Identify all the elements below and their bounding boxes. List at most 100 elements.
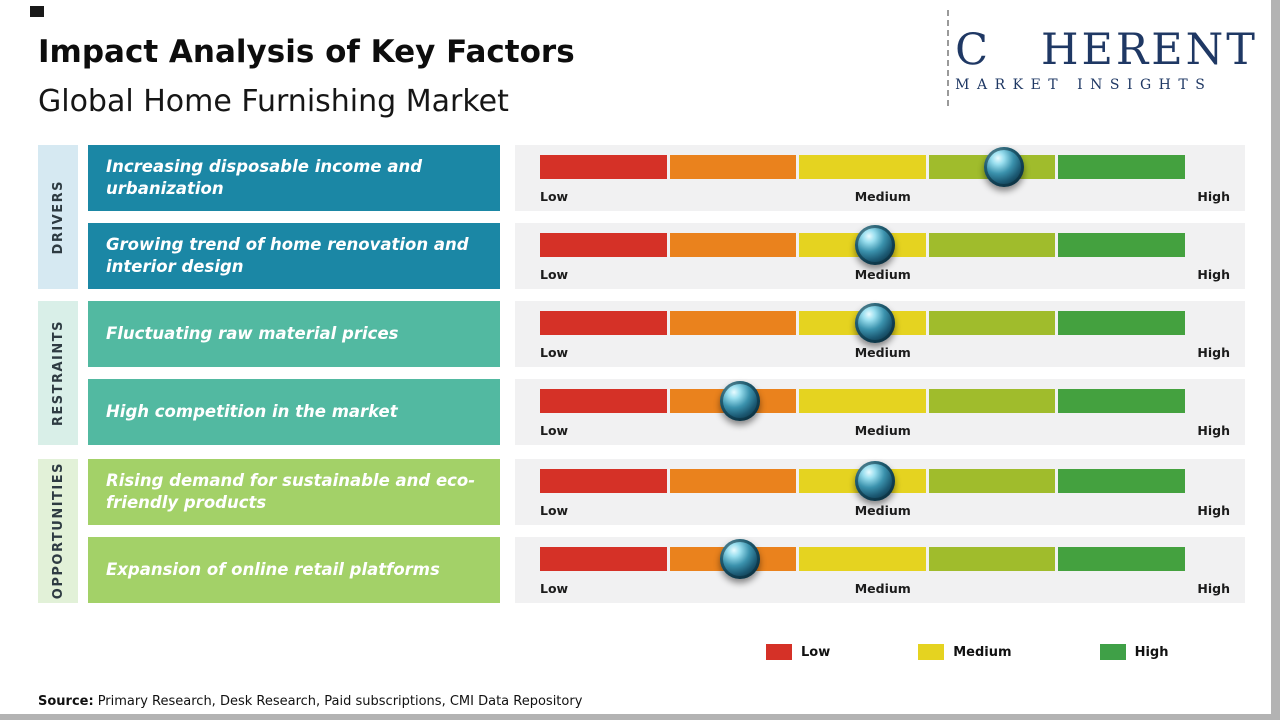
scale-label-low: Low xyxy=(540,423,569,438)
scale-label-high: High xyxy=(1197,189,1230,204)
scale-segment xyxy=(540,233,667,257)
scale-segment xyxy=(928,233,1056,257)
source-line: Source: Primary Research, Desk Research, … xyxy=(38,694,582,709)
legend-swatch xyxy=(918,644,945,660)
scale-segment xyxy=(799,155,926,179)
factor-label: Growing trend of home renovation and int… xyxy=(106,234,469,276)
source-prefix: Source: xyxy=(38,694,94,709)
factor-label: Expansion of online retail platforms xyxy=(106,559,440,579)
group-tab-opportunities: OPPORTUNITIES xyxy=(38,459,78,603)
scale-labels: Low Medium High xyxy=(540,423,1230,438)
scale-labels: Low Medium High xyxy=(540,581,1230,596)
logo-name-suffix: HERENT xyxy=(1041,24,1258,75)
scale-segment xyxy=(540,389,667,413)
scale-segment xyxy=(540,547,667,571)
scale-segment xyxy=(928,389,1056,413)
logo-o-icon xyxy=(994,28,1038,72)
legend-label: High xyxy=(1134,644,1169,660)
scale-label-high: High xyxy=(1197,503,1230,518)
factor-label: Increasing disposable income and urbaniz… xyxy=(106,156,423,198)
scale-segment xyxy=(669,155,797,179)
scale-segment xyxy=(928,547,1056,571)
scale-segment xyxy=(1058,469,1185,493)
scale-segment xyxy=(669,311,797,335)
scale-label-low: Low xyxy=(540,581,569,596)
group-tab-drivers: DRIVERS xyxy=(38,145,78,289)
legend-label: Medium xyxy=(953,644,1012,660)
impact-scale xyxy=(540,303,1185,343)
factor-label: Fluctuating raw material prices xyxy=(106,323,399,343)
impact-marker xyxy=(855,303,896,343)
scale-segment xyxy=(540,311,667,335)
page-title: Impact Analysis of Key Factors xyxy=(38,34,575,70)
scale-segment xyxy=(540,469,667,493)
legend-item: Low xyxy=(766,644,830,660)
impact-marker xyxy=(719,381,760,421)
legend: Low Medium High xyxy=(766,644,1168,660)
scale-label-medium: Medium xyxy=(854,581,911,596)
bottom-border xyxy=(0,714,1280,720)
legend-swatch xyxy=(766,644,792,660)
impact-scale xyxy=(540,539,1185,579)
scale-segment xyxy=(1058,233,1185,257)
logo-name-prefix: C xyxy=(955,24,992,75)
scale-segment xyxy=(669,469,797,493)
scale-label-low: Low xyxy=(540,503,569,518)
scale-label-high: High xyxy=(1197,581,1230,596)
scale-labels: Low Medium High xyxy=(540,345,1230,360)
scale-label-low: Low xyxy=(540,267,569,282)
legend-label: Low xyxy=(801,644,831,660)
scale-label-high: High xyxy=(1197,423,1230,438)
scale-label-low: Low xyxy=(540,345,569,360)
impact-scale xyxy=(540,381,1185,421)
scale-label-medium: Medium xyxy=(854,503,911,518)
factor-card: High competition in the market xyxy=(88,379,500,445)
factor-row: Fluctuating raw material prices Low Medi… xyxy=(0,301,1280,367)
impact-scale xyxy=(540,147,1185,187)
legend-item: Medium xyxy=(918,644,1012,660)
scale-label-medium: Medium xyxy=(854,189,911,204)
scale-labels: Low Medium High xyxy=(540,267,1230,282)
impact-marker xyxy=(984,147,1025,187)
logo-tagline: MARKET INSIGHTS xyxy=(955,77,1213,93)
factor-label: High competition in the market xyxy=(106,401,398,421)
company-logo: C HERENT MARKET INSIGHTS xyxy=(955,28,1258,93)
factor-row: High competition in the market Low Mediu… xyxy=(0,379,1280,445)
scale-segment xyxy=(1058,155,1185,179)
scale-label-high: High xyxy=(1197,267,1230,282)
scale-segment xyxy=(799,547,926,571)
factor-card: Growing trend of home renovation and int… xyxy=(88,223,500,289)
scale-segment xyxy=(1058,389,1185,413)
impact-scale-panel: Low Medium High xyxy=(515,301,1245,367)
impact-marker xyxy=(855,461,896,501)
impact-scale xyxy=(540,225,1185,265)
corner-accent xyxy=(30,6,44,17)
factor-card: Increasing disposable income and urbaniz… xyxy=(88,145,500,211)
scale-label-medium: Medium xyxy=(854,345,911,360)
factor-card: Rising demand for sustainable and eco-fr… xyxy=(88,459,500,525)
source-text: Primary Research, Desk Research, Paid su… xyxy=(97,694,583,709)
impact-scale-panel: Low Medium High xyxy=(515,459,1245,525)
group-tab-restraints: RESTRAINTS xyxy=(38,301,78,445)
scale-segment xyxy=(799,389,926,413)
page-subtitle: Global Home Furnishing Market xyxy=(38,84,509,119)
factor-row: Increasing disposable income and urbaniz… xyxy=(0,145,1280,211)
impact-marker xyxy=(719,539,760,579)
scale-segment xyxy=(540,155,667,179)
scale-label-low: Low xyxy=(540,189,569,204)
factor-card: Fluctuating raw material prices xyxy=(88,301,500,367)
right-border xyxy=(1271,0,1280,720)
scale-segment xyxy=(928,311,1056,335)
legend-item: High xyxy=(1099,644,1169,660)
factor-card: Expansion of online retail platforms xyxy=(88,537,500,603)
scale-labels: Low Medium High xyxy=(540,503,1230,518)
factor-row: Expansion of online retail platforms Low… xyxy=(0,537,1280,603)
scale-label-medium: Medium xyxy=(854,423,911,438)
scale-segment xyxy=(1058,547,1185,571)
impact-scale-panel: Low Medium High xyxy=(515,223,1245,289)
scale-label-high: High xyxy=(1197,345,1230,360)
impact-scale xyxy=(540,461,1185,501)
factor-row: Rising demand for sustainable and eco-fr… xyxy=(0,459,1280,525)
logo-name: C HERENT xyxy=(955,28,1258,72)
